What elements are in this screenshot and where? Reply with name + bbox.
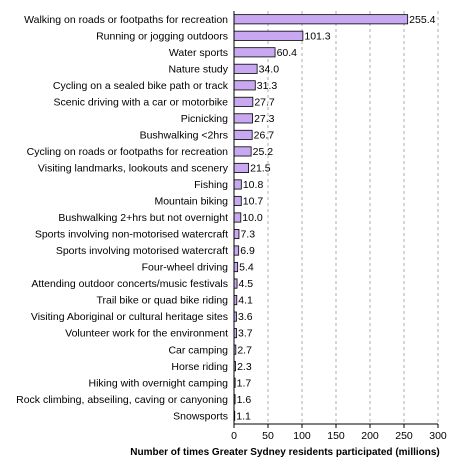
x-axis-title: Number of times Greater Sydney residents… [130, 447, 440, 458]
bar [233, 80, 256, 91]
value-label: 25.2 [253, 146, 274, 158]
category-label: Fishing [194, 179, 228, 191]
category-label: Four-wheel driving [142, 262, 229, 274]
value-label: 7.3 [240, 229, 255, 241]
x-tick-label: 250 [395, 430, 413, 442]
value-label: 3.7 [238, 328, 253, 340]
category-label: Hiking with overnight camping [89, 377, 229, 389]
bar [233, 179, 242, 190]
value-label: 5.4 [239, 262, 254, 274]
x-tick-label: 50 [262, 430, 274, 442]
bar [233, 228, 240, 240]
category-label: Walking on roads or footpaths for recrea… [24, 14, 228, 26]
category-label: Cycling on a sealed bike path or track [53, 80, 229, 92]
x-tick-label: 300 [429, 430, 447, 442]
category-label: Snowsports [173, 410, 228, 422]
value-label: 2.3 [237, 361, 252, 373]
category-label: Horse riding [171, 361, 228, 373]
value-labels: 255.4 101.3 60.4 34.0 31.3 27.7 27.3 26.7 25.2 21… [236, 14, 435, 422]
category-label: Mountain biking [154, 196, 228, 208]
x-tick-label: 200 [361, 430, 379, 442]
bar [233, 96, 254, 107]
value-label: 2.7 [237, 344, 252, 356]
category-label: Bushwalking 2+hrs but not overnight [58, 212, 228, 224]
bar [233, 113, 253, 124]
bar [233, 195, 242, 207]
value-label: 1.1 [236, 410, 251, 422]
category-label: Sports involving non-motorised watercraf… [35, 229, 228, 241]
gridlines [267, 11, 439, 424]
value-label: 27.7 [254, 96, 275, 108]
value-label: 10.8 [243, 179, 264, 191]
value-label: 4.1 [238, 295, 253, 307]
value-label: 101.3 [304, 30, 330, 42]
category-label: Rock climbing, abseiling, caving or cany… [16, 394, 228, 406]
value-label: 31.3 [257, 80, 278, 92]
category-label: Car camping [168, 344, 228, 356]
bar [233, 212, 242, 223]
category-label: Nature study [168, 63, 228, 75]
category-label: Running or jogging outdoors [96, 30, 228, 42]
bar [233, 245, 240, 256]
value-label: 34.0 [259, 63, 280, 75]
category-label: Cycling on roads or footpaths for recrea… [27, 146, 229, 158]
category-label: Visiting Aboriginal or cultural heritage… [31, 311, 228, 323]
bars [233, 14, 409, 421]
value-label: 1.7 [237, 377, 252, 389]
category-label: Trail bike or quad bike riding [96, 295, 228, 307]
x-tick-label: 100 [293, 430, 311, 442]
category-label: Picnicking [181, 113, 228, 125]
value-label: 60.4 [277, 47, 298, 59]
category-label: Bushwalking <2hrs [140, 130, 228, 142]
category-labels: Walking on roads or footpaths for recrea… [16, 14, 229, 422]
category-label: Volunteer work for the environment [65, 328, 228, 340]
bar [233, 30, 304, 41]
value-label: 10.0 [242, 212, 263, 224]
x-tick-label: 150 [327, 430, 345, 442]
bar [233, 129, 253, 140]
category-label: Attending outdoor concerts/music festiva… [31, 278, 228, 290]
value-label: 21.5 [250, 163, 271, 175]
value-label: 255.4 [409, 14, 435, 26]
value-label: 10.7 [243, 196, 264, 208]
x-ticks: 0 50 100 150 200 250 300 [231, 424, 447, 442]
bar [233, 162, 250, 173]
bar [233, 14, 409, 25]
x-tick-label: 0 [231, 430, 237, 442]
value-label: 27.3 [254, 113, 275, 125]
value-label: 3.6 [238, 311, 253, 323]
bar [233, 146, 252, 157]
value-label: 6.9 [240, 245, 255, 257]
value-label: 1.6 [237, 394, 252, 406]
category-label: Water sports [169, 47, 228, 59]
value-label: 26.7 [254, 130, 275, 142]
category-label: Sports involving motorised watercraft [56, 245, 228, 257]
value-label: 4.5 [239, 278, 254, 290]
bar [233, 262, 239, 273]
category-label: Visiting landmarks, lookouts and scenery [38, 163, 229, 175]
category-label: Scenic driving with a car or motorbike [54, 96, 229, 108]
bar [233, 63, 258, 74]
bar [233, 47, 276, 58]
